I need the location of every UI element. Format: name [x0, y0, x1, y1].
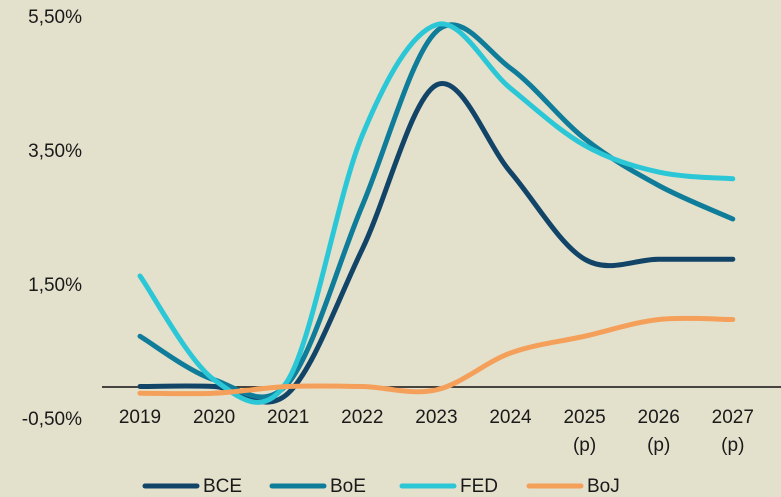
series-line — [137, 22, 736, 400]
x-tick-label: 2024 — [489, 407, 532, 428]
series-line — [137, 315, 736, 397]
x-tick-label: 2019 — [118, 407, 162, 428]
y-tick-label: 1,50% — [28, 275, 82, 296]
x-tick-label: 2025 (p) — [563, 407, 606, 456]
legend-label: BoJ — [587, 476, 620, 497]
x-tick-label: 2027 (p) — [711, 407, 754, 456]
series-line — [137, 81, 736, 405]
y-tick-label: 3,50% — [28, 141, 82, 162]
legend-label: FED — [460, 476, 498, 497]
x-tick-label: 2020 — [192, 407, 236, 428]
x-tick-label: 2021 — [267, 407, 310, 428]
series-line — [137, 21, 736, 405]
y-tick-label: 5,50% — [28, 7, 82, 28]
x-tick-label: 2023 — [415, 407, 458, 428]
x-tick-label: 2022 — [341, 407, 384, 428]
legend-label: BoE — [330, 476, 366, 497]
x-tick-label: 2026 (p) — [637, 407, 680, 456]
y-tick-label: -0,50% — [22, 409, 82, 430]
legend-label: BCE — [203, 476, 242, 497]
